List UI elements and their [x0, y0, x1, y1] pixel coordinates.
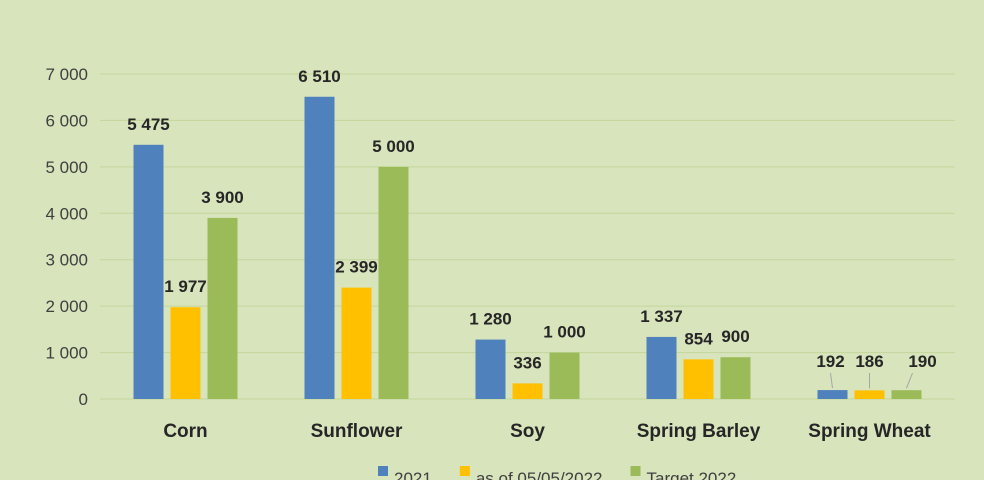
bar-corn-series-2 — [207, 217, 238, 399]
bar-sunflower-series-2 — [378, 166, 409, 399]
bar-sunflower-series-0 — [304, 96, 335, 399]
bar-soy-series-1 — [512, 383, 543, 399]
legend-swatch — [459, 466, 470, 476]
label-leader-lines — [830, 372, 913, 389]
y-tick-label: 0 — [79, 390, 88, 409]
bars — [133, 96, 922, 399]
legend-entry: Target 2022 — [647, 469, 737, 480]
bar-soy-series-2 — [549, 352, 580, 399]
category-label: Corn — [163, 421, 207, 442]
category-label: Soy — [510, 421, 545, 442]
data-label: 1 337 — [640, 307, 683, 326]
data-label: 1 977 — [164, 277, 207, 296]
bar-soy-series-0 — [475, 339, 506, 399]
y-tick-label: 7 000 — [45, 65, 88, 84]
legend-swatch — [630, 466, 641, 476]
y-tick-label: 4 000 — [45, 204, 88, 223]
leader-line — [906, 372, 913, 389]
data-label: 186 — [855, 352, 883, 371]
data-label: 5 000 — [372, 137, 415, 156]
bar-spring-barley-series-2 — [720, 357, 751, 399]
data-label: 2 399 — [335, 258, 378, 277]
bar-spring-barley-series-0 — [646, 336, 677, 399]
data-label: 900 — [721, 327, 749, 346]
y-tick-label: 6 000 — [45, 111, 88, 130]
y-axis-tick-labels: 0 1 000 2 000 3 000 4 000 5 000 6 000 7 000 — [45, 65, 88, 409]
bar-spring-wheat-series-0 — [817, 390, 848, 399]
legend-swatch — [378, 466, 388, 476]
category-label: Spring Wheat — [808, 421, 931, 442]
bar-spring-wheat-series-1 — [854, 390, 885, 399]
bar-spring-wheat-series-2 — [891, 390, 922, 399]
gridlines — [100, 73, 955, 400]
y-tick-label: 2 000 — [45, 297, 88, 316]
data-label: 5 475 — [127, 115, 170, 134]
data-label: 1 280 — [469, 310, 512, 329]
category-label: Spring Barley — [637, 421, 761, 442]
data-label: 336 — [513, 353, 541, 372]
legend: 2021 as of 05/05/2022 Target 2022 — [378, 466, 736, 480]
leader-line — [830, 372, 833, 389]
data-label: 190 — [908, 352, 936, 371]
category-labels: Corn Sunflower Soy Spring Barley Spring Whea… — [163, 421, 931, 442]
bar-spring-barley-series-1 — [683, 359, 714, 399]
data-label: 1 000 — [543, 323, 586, 342]
bar-corn-series-1 — [170, 307, 201, 399]
legend-entry: 2021 — [394, 469, 432, 480]
bar-corn-series-0 — [133, 144, 164, 399]
category-label: Sunflower — [311, 421, 403, 442]
data-label: 3 900 — [201, 188, 244, 207]
bar-sunflower-series-1 — [341, 287, 372, 399]
y-tick-label: 1 000 — [45, 344, 88, 363]
y-tick-label: 3 000 — [45, 251, 88, 270]
legend-entry: as of 05/05/2022 — [476, 469, 603, 480]
data-label: 6 510 — [298, 67, 341, 86]
data-label: 854 — [684, 329, 713, 348]
data-label: 192 — [816, 352, 844, 371]
y-tick-label: 5 000 — [45, 158, 88, 177]
